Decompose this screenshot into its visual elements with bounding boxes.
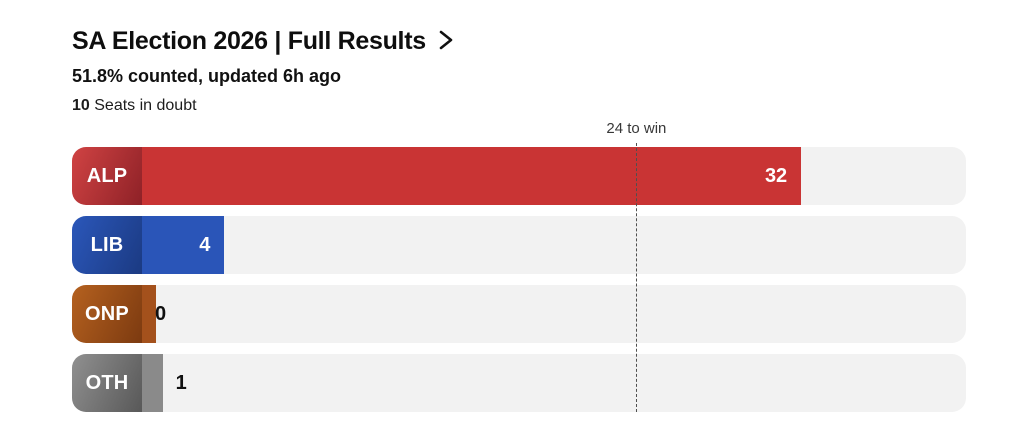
result-row-oth: OTH 1: [72, 354, 966, 412]
result-row-alp: ALP 32: [72, 147, 966, 205]
election-results-widget: SA Election 2026 | Full Results 51.8% co…: [72, 26, 966, 412]
seat-bar: [142, 354, 163, 412]
party-chip: ALP: [72, 147, 142, 205]
party-code: ONP: [85, 302, 129, 325]
party-code: OTH: [85, 371, 129, 394]
page-title: SA Election 2026 | Full Results: [72, 27, 426, 55]
seat-count: 4: [199, 233, 211, 256]
seat-count: 32: [764, 164, 788, 187]
seats-in-doubt: 10 Seats in doubt: [72, 97, 966, 115]
seat-count: 1: [175, 371, 187, 394]
party-code: LIB: [90, 233, 124, 256]
seat-bar: [142, 285, 156, 343]
results-link[interactable]: SA Election 2026 | Full Results: [72, 26, 966, 57]
seat-count: 0: [155, 302, 167, 325]
majority-line: [636, 143, 638, 412]
bar-rows: ALP 32 LIB 4 ONP 0 OTH 1: [72, 143, 966, 412]
party-chip: OTH: [72, 354, 142, 412]
seat-count-chart: 24 to win ALP 32 LIB 4 ONP 0 OTH 1: [72, 120, 966, 412]
result-row-lib: LIB 4: [72, 216, 966, 274]
target-label: 24 to win: [606, 120, 667, 137]
party-code: ALP: [86, 164, 128, 187]
party-chip: LIB: [72, 216, 142, 274]
seats-in-doubt-value: 10: [72, 97, 90, 114]
seats-in-doubt-label: Seats in doubt: [89, 97, 197, 114]
result-row-onp: ONP 0: [72, 285, 966, 343]
count-status: 51.8% counted, updated 6h ago: [72, 66, 342, 86]
seat-bar: 4: [142, 216, 225, 274]
chevron-right-icon: [438, 28, 453, 57]
party-chip: ONP: [72, 285, 142, 343]
seat-bar: 32: [142, 147, 802, 205]
